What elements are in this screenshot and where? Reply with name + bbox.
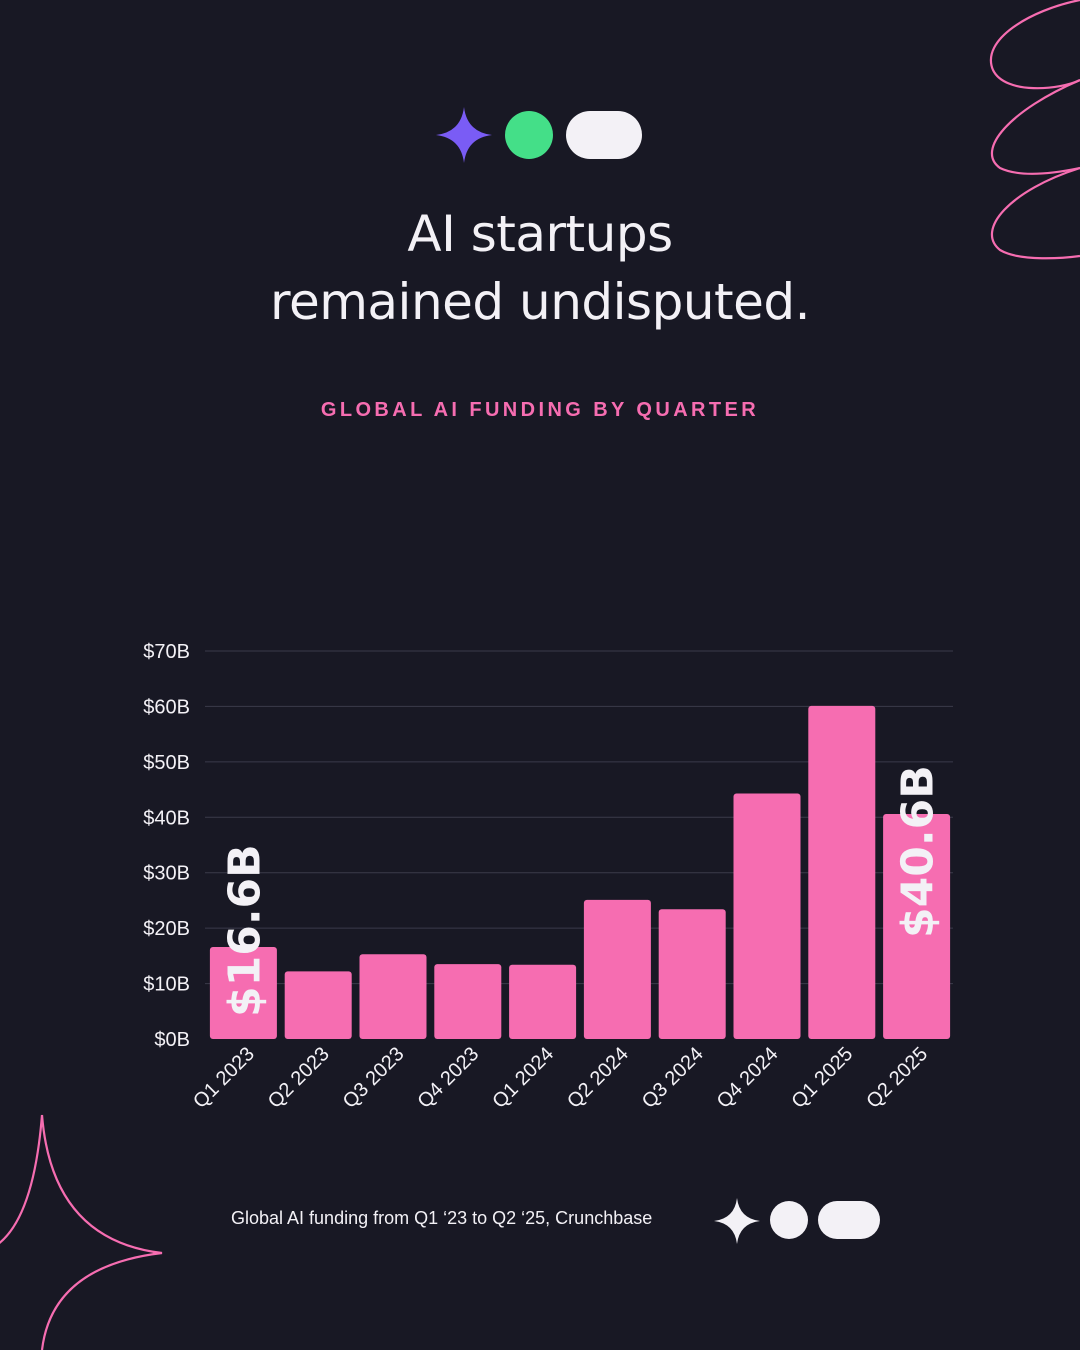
page-title: AI startups remained undisputed. [0,200,1080,336]
y-tick-label: $70B [143,641,190,663]
bar [509,964,577,1039]
x-tick-label: Q1 2023 [189,1043,259,1113]
pink-loop-curve-top [989,0,1080,90]
bar [359,954,427,1039]
y-tick-label: $20B [143,918,190,940]
bar [883,813,951,1039]
x-tick-label: Q3 2023 [339,1043,409,1113]
y-tick-label: $60B [143,696,190,718]
pill-icon [818,1201,880,1239]
pill-icon [566,111,642,159]
headline-line-1: AI startups [407,205,673,263]
chart-subtitle: GLOBAL AI FUNDING BY QUARTER [320,399,760,421]
bar-chart: $0B$10B$20B$30B$40B$50B$60B$70B Q1 2023 Q… [143,641,953,1113]
x-tick-label: Q1 2025 [788,1043,858,1113]
bar [583,899,651,1039]
x-tick-label: Q1 2024 [488,1043,558,1113]
annotation-layer: $16.6B $40.6B [219,765,943,1017]
x-tick-label: Q3 2024 [638,1043,708,1113]
bar [209,946,277,1039]
circle-icon [770,1201,808,1239]
x-tick-label: Q2 2025 [862,1043,932,1113]
pink-loop-curve-middle [990,78,1080,175]
white-star-shape [714,1198,760,1244]
x-tick-label: Q2 2023 [264,1043,334,1113]
y-tick-label: $10B [143,974,190,996]
purple-star-shape [436,107,492,163]
bar-value-annotation: $40.6B [893,765,944,938]
x-tick-label: Q4 2024 [713,1043,783,1113]
bar [808,705,876,1039]
headline-line-2: remained undisputed. [269,273,811,331]
pink-sparkle-outline [0,1114,163,1350]
bar-value-annotation: $16.6B [219,844,270,1017]
bar [658,909,726,1039]
y-axis: $0B $10B $20B $30B $40B $50B $60B $70B [143,641,190,1051]
top-icon-group [436,107,646,163]
bar [284,971,352,1039]
bar [733,793,801,1039]
four-point-star-icon [714,1198,760,1244]
circle-icon [505,111,553,159]
bar-layer [209,705,951,1039]
y-tick-label: $40B [143,807,190,829]
x-tick-label: Q4 2023 [414,1043,484,1113]
bottom-icon-group [714,1196,884,1246]
y-tick-label: $50B [143,752,190,774]
four-point-star-icon [436,107,492,163]
source-caption: Global AI funding from Q1 ‘23 to Q2 ‘25,… [231,1208,653,1228]
y-tick-label: $0B [154,1029,190,1051]
y-tick-label: $30B [143,863,190,885]
bar [434,964,502,1039]
x-axis: Q1 2023 Q2 2023 Q3 2023 Q4 2023 Q1 2024 Q2 20… [189,1043,932,1113]
x-tick-label: Q2 2024 [563,1043,633,1113]
